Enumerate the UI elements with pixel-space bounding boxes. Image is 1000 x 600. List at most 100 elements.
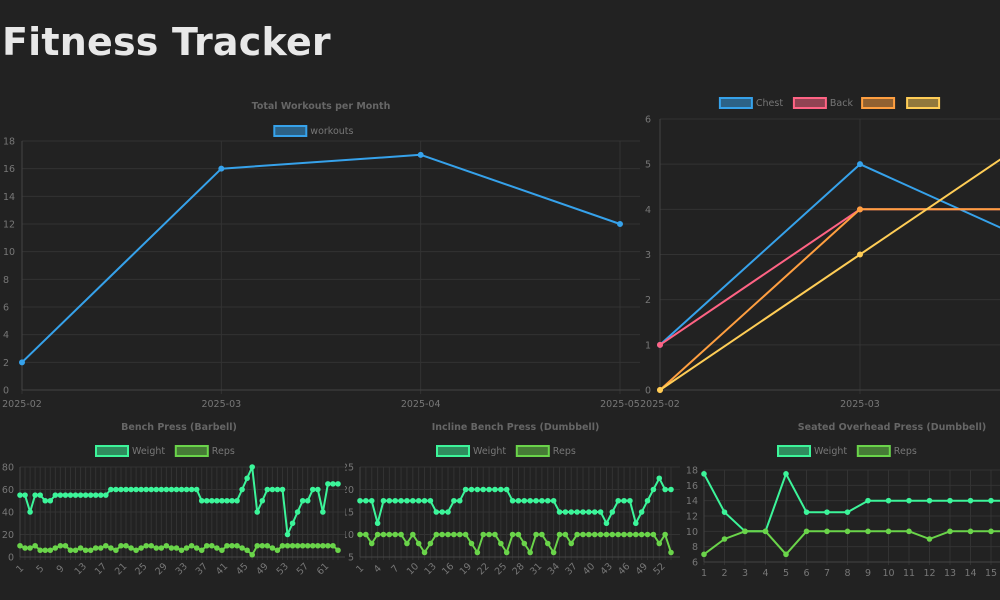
x-tick-label: 1 [354, 563, 366, 575]
data-point [474, 549, 481, 556]
data-point [533, 497, 539, 504]
data-point [52, 545, 59, 551]
data-point [591, 509, 598, 515]
data-point [214, 497, 220, 504]
data-point [410, 531, 416, 538]
data-point [668, 486, 674, 493]
data-point [967, 528, 974, 535]
data-point [462, 486, 469, 493]
data-point [103, 492, 109, 498]
y-tick-label: 16 [686, 481, 698, 492]
data-point [638, 531, 645, 538]
data-point [320, 542, 326, 549]
data-point [421, 497, 428, 504]
data-point [427, 540, 434, 547]
data-point [386, 497, 393, 504]
data-point [357, 531, 363, 538]
data-point [304, 497, 311, 504]
data-point [368, 540, 375, 547]
data-point [906, 528, 912, 535]
x-tick-label: 41 [214, 561, 230, 577]
data-point [742, 528, 748, 535]
x-tick-label: 19 [458, 561, 474, 577]
y-tick-label: 0 [8, 553, 14, 564]
data-point [662, 486, 668, 493]
data-point [259, 542, 266, 549]
data-point [178, 547, 185, 554]
data-point [168, 545, 175, 551]
legend-swatch [861, 97, 896, 109]
data-point [357, 497, 363, 504]
data-point [844, 528, 851, 535]
data-point [721, 536, 728, 542]
x-tick-label: 10 [405, 561, 421, 577]
data-point [627, 497, 633, 504]
data-point [368, 497, 375, 504]
data-point [509, 531, 516, 538]
data-point [906, 497, 912, 504]
data-point [947, 528, 953, 535]
x-tick-label: 61 [315, 561, 331, 577]
chart-title: Total Workouts per Month [252, 101, 391, 112]
data-point [615, 531, 621, 538]
x-tick-label: 34 [546, 561, 562, 577]
data-point [289, 520, 296, 527]
data-point [427, 497, 434, 504]
data-point [844, 509, 851, 515]
legend-swatch [273, 125, 308, 137]
data-point [27, 545, 33, 551]
data-point [123, 486, 129, 493]
data-point [657, 341, 663, 348]
x-tick-label: 2025-04 [401, 399, 441, 410]
data-point [67, 492, 74, 498]
chart-incline-bench-press: Incline Bench Press (Dumbbell) 5 10 15 20 25 1… [345, 422, 680, 577]
data-point [668, 549, 674, 556]
x-tick-label: 40 [581, 561, 597, 577]
x-tick-label: 2025-03 [201, 399, 241, 410]
data-point [521, 497, 528, 504]
data-point [57, 492, 64, 498]
data-point [380, 531, 387, 538]
legend-swatch [906, 97, 941, 109]
data-point [865, 497, 871, 504]
data-point [498, 540, 504, 547]
x-tick-label: 8 [844, 568, 850, 579]
legend-swatch [718, 97, 753, 109]
x-tick-label: 52 [651, 561, 667, 577]
data-point [580, 531, 586, 538]
data-point [824, 528, 830, 535]
data-point [269, 486, 276, 493]
data-point [274, 547, 281, 554]
y-tick-label: 6 [645, 115, 651, 126]
x-tick-label: 37 [194, 561, 210, 577]
legend-label: Back [830, 98, 854, 109]
data-point [857, 161, 863, 168]
legend-swatch [436, 445, 470, 457]
chart-title: Bench Press (Barbell) [121, 422, 237, 433]
data-point [597, 509, 604, 515]
data-point [644, 531, 651, 538]
data-point [274, 486, 281, 493]
data-point [574, 509, 580, 515]
y-tick-label: 2 [645, 295, 651, 306]
data-point [574, 531, 580, 538]
data-point [279, 486, 286, 493]
data-point [198, 497, 205, 504]
data-point [515, 497, 522, 504]
y-tick-label: 4 [3, 330, 9, 341]
data-point [456, 531, 463, 538]
data-point [67, 547, 74, 554]
data-point [284, 542, 291, 549]
x-tick-label: 5 [783, 568, 789, 579]
data-point [926, 536, 933, 542]
data-point [325, 481, 331, 487]
data-point [544, 497, 551, 504]
data-point [22, 545, 28, 551]
x-tick-label: 3 [742, 568, 748, 579]
data-point [77, 492, 84, 498]
legend-swatch [515, 445, 550, 457]
y-tick-label: 1 [645, 340, 651, 351]
y-tick-label: 4 [645, 205, 651, 216]
data-point [234, 497, 240, 504]
data-point [37, 492, 43, 498]
